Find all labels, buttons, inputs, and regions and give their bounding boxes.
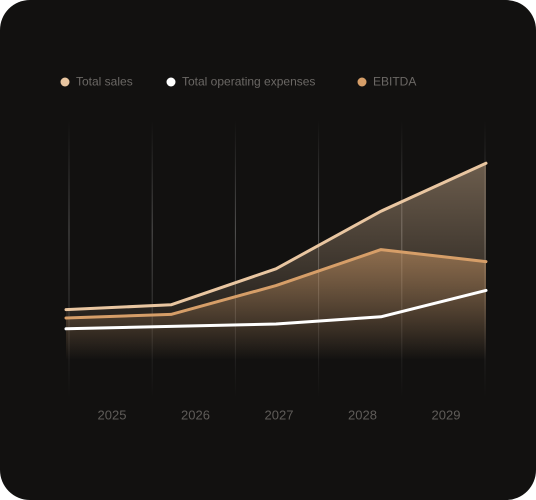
line (64, 248, 488, 320)
x-tick-label: 2028 (348, 407, 377, 422)
legend-label: EBITDA (373, 75, 416, 89)
line (64, 161, 488, 312)
guide-line (151, 120, 153, 398)
guide-line (68, 120, 70, 398)
legend: Total sales Total operating expenses EBITD… (60, 75, 416, 89)
guide-line (234, 120, 236, 398)
lines (64, 161, 488, 331)
legend-label: Total sales (76, 75, 133, 89)
x-axis: 2025 2026 2027 2028 2029 (98, 407, 461, 422)
x-tick-label: 2025 (98, 407, 127, 422)
area (66, 249, 486, 360)
x-tick-label: 2027 (265, 407, 294, 422)
legend-label: Total operating expenses (182, 75, 315, 89)
legend-swatch (357, 77, 367, 87)
legend-swatch (166, 77, 176, 87)
x-tick-label: 2026 (181, 407, 210, 422)
x-tick-label: 2029 (432, 407, 461, 422)
line (64, 288, 488, 331)
legend-swatch (60, 77, 70, 87)
